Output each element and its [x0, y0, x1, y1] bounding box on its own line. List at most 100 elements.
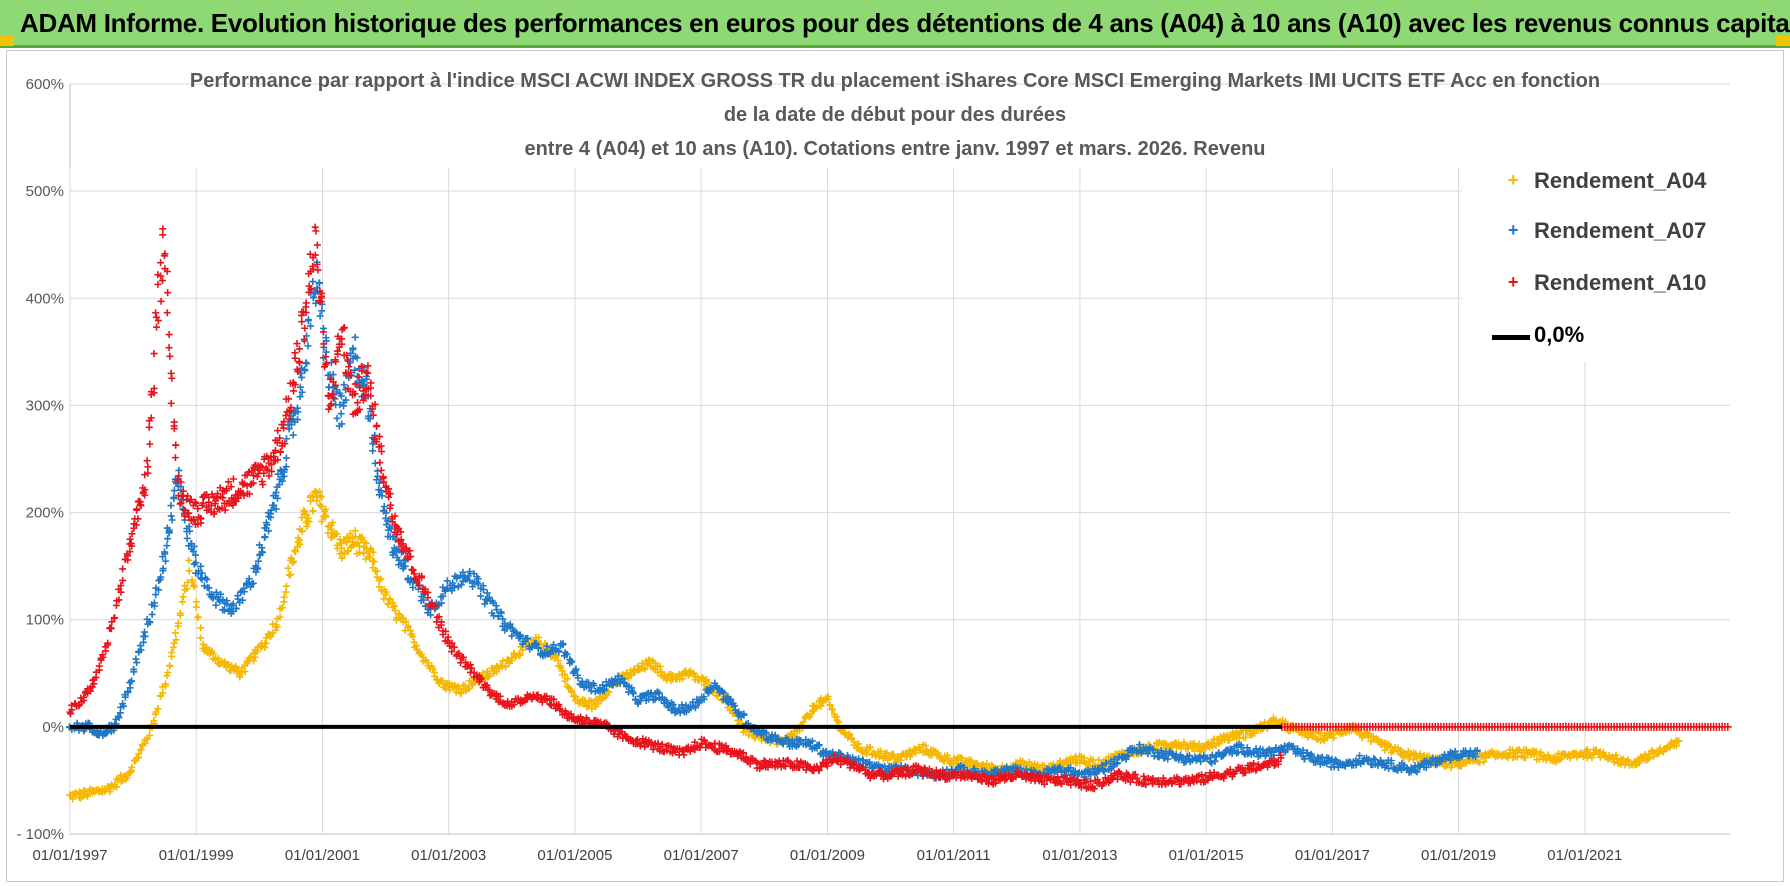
data-point	[347, 349, 355, 357]
data-point	[1308, 752, 1316, 760]
x-tick-label: 01/01/2021	[1547, 847, 1622, 864]
data-point	[95, 662, 103, 670]
data-point	[1365, 756, 1373, 764]
data-point	[107, 625, 115, 633]
data-point	[289, 431, 297, 439]
data-point	[117, 582, 125, 590]
data-point	[351, 333, 359, 341]
data-point	[392, 616, 400, 624]
data-point	[280, 593, 288, 601]
data-point	[369, 447, 377, 455]
data-point	[1164, 755, 1172, 763]
data-point	[493, 606, 501, 614]
data-point	[333, 530, 341, 538]
data-point	[401, 562, 409, 570]
data-point	[298, 318, 306, 326]
data-point	[740, 710, 748, 718]
data-point	[300, 507, 308, 515]
data-point	[247, 583, 255, 591]
data-point	[190, 516, 198, 524]
data-point	[1225, 736, 1233, 744]
data-point	[691, 704, 699, 712]
data-point	[174, 619, 182, 627]
data-point	[453, 574, 461, 582]
data-point	[561, 670, 569, 678]
data-point	[340, 549, 348, 557]
data-point	[535, 633, 543, 641]
data-point	[127, 539, 135, 547]
data-point	[167, 369, 175, 377]
data-point	[165, 344, 173, 352]
data-point	[329, 518, 337, 526]
data-point	[179, 593, 187, 601]
data-point	[176, 500, 184, 508]
data-point	[327, 525, 335, 533]
data-point	[338, 420, 346, 428]
data-point	[663, 697, 671, 705]
data-point	[163, 267, 171, 275]
data-point	[723, 697, 731, 705]
data-point	[116, 709, 124, 717]
data-point	[153, 323, 161, 331]
data-point	[128, 767, 136, 775]
chart-title-line-1: Performance par rapport à l'indice MSCI …	[189, 70, 1601, 92]
data-point	[855, 755, 863, 763]
data-point	[720, 689, 728, 697]
data-point	[144, 469, 152, 477]
data-point	[588, 705, 596, 713]
data-point	[203, 576, 211, 584]
data-point	[391, 602, 399, 610]
data-point	[349, 344, 357, 352]
data-point	[1209, 743, 1217, 751]
data-point	[380, 595, 388, 603]
data-point	[567, 688, 575, 696]
data-point	[150, 599, 158, 607]
legend-item-zero: 0,0%	[1462, 320, 1732, 350]
y-tick-label: 0%	[42, 719, 64, 736]
data-point	[165, 331, 173, 339]
data-point	[465, 684, 473, 692]
data-point	[568, 658, 576, 666]
data-point	[163, 309, 171, 317]
data-point	[272, 505, 280, 513]
data-point	[835, 718, 843, 726]
chart-legend: + Rendement_A04 + Rendement_A07 + Rendem…	[1462, 152, 1732, 362]
data-point	[67, 710, 75, 718]
data-point	[1537, 749, 1545, 757]
data-point	[449, 579, 457, 587]
data-point	[185, 567, 193, 575]
data-point	[304, 342, 312, 350]
data-point	[1613, 754, 1621, 762]
data-point	[333, 414, 341, 422]
data-point	[479, 669, 487, 677]
data-point	[112, 601, 120, 609]
data-point	[162, 557, 170, 565]
data-point	[384, 600, 392, 608]
data-point	[234, 666, 242, 674]
data-point	[190, 542, 198, 550]
data-point	[1272, 716, 1280, 724]
data-point	[508, 654, 516, 662]
data-point	[192, 603, 200, 611]
data-point	[690, 669, 698, 677]
data-point	[296, 393, 304, 401]
data-point	[198, 569, 206, 577]
data-point	[302, 299, 310, 307]
data-point	[152, 591, 160, 599]
data-point	[382, 590, 390, 598]
data-point	[1308, 732, 1316, 740]
data-point	[605, 688, 613, 696]
data-point	[194, 614, 202, 622]
data-point	[119, 565, 127, 573]
x-tick-label: 01/01/2017	[1295, 847, 1370, 864]
data-point	[298, 514, 306, 522]
data-point	[563, 675, 571, 683]
legend-item-a10: + Rendement_A10	[1462, 270, 1732, 300]
data-point	[192, 499, 200, 507]
data-point	[655, 689, 663, 697]
data-point	[1472, 753, 1480, 761]
x-tick-label: 01/01/2019	[1421, 847, 1496, 864]
data-point	[304, 517, 312, 525]
data-point	[1356, 752, 1364, 760]
data-point	[273, 494, 281, 502]
